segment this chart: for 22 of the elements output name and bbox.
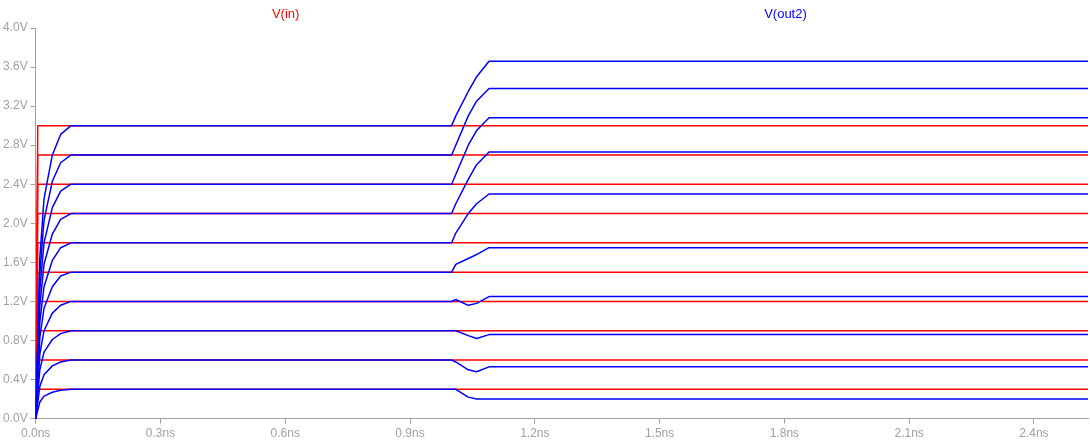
y-tick-label: 1.6V [3,254,28,269]
y-tick-label: 2.4V [3,176,28,191]
y-tick-label: 2.8V [3,137,28,152]
y-tick-label: 4.0V [3,20,28,35]
y-tick-label: 2.0V [3,215,28,230]
x-tick-label: 0.6ns [270,426,300,441]
x-tick-label: 1.5ns [644,426,675,441]
x-tick-label: 1.8ns [769,426,800,441]
y-tick-label: 1.2V [3,293,28,308]
x-tick-label: 2.4ns [1019,426,1049,441]
x-tick-label: 0.9ns [395,426,425,441]
y-tick-label: 0.8V [3,332,28,347]
text: V(out2) [764,5,807,21]
x-tick-label: 0.3ns [145,426,176,441]
y-tick-label: 3.2V [3,98,28,113]
y-tick-label: 0.0V [3,410,28,425]
y-tick-label: 3.6V [3,59,28,74]
text: V(in) [271,5,300,21]
x-tick-label: 2.1ns [894,426,924,441]
x-tick-label: 1.2ns [520,426,550,441]
y-tick-label: 0.4V [3,371,28,386]
x-tick-label: 0.0ns [21,426,51,441]
